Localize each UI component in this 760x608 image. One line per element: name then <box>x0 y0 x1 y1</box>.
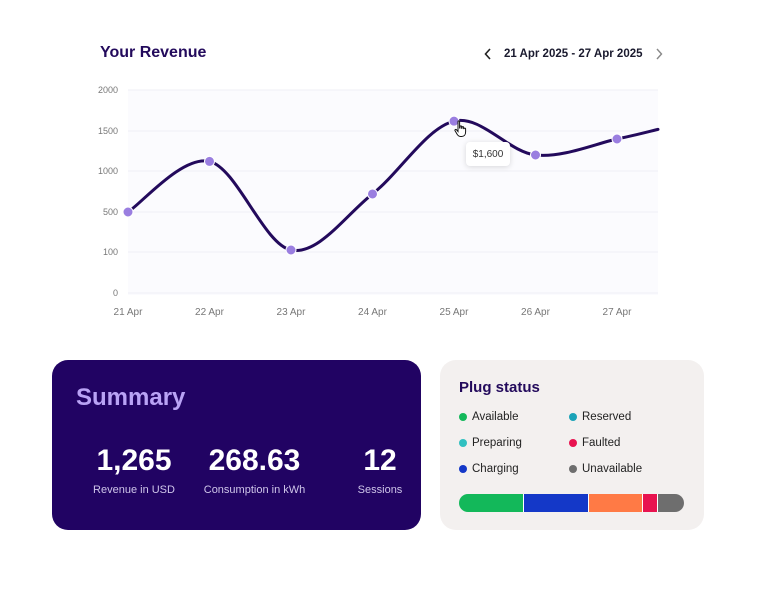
y-tick-label: 100 <box>103 247 118 257</box>
stat-value: 1,265 <box>96 444 172 477</box>
chart-tooltip: $1,600 <box>466 142 510 166</box>
plug-status-bar <box>459 494 684 512</box>
stat-value: 12 <box>363 444 397 477</box>
status-bar-segment <box>523 494 589 512</box>
stat-label: Sessions <box>357 484 403 496</box>
x-tick-label: 26 Apr <box>521 307 551 318</box>
stat-consumption: 268.63 Consumption in kWh <box>197 444 312 496</box>
status-bar-segment <box>588 494 643 512</box>
data-point <box>204 155 215 167</box>
legend-label: Preparing <box>472 437 522 449</box>
y-tick-label: 0 <box>113 288 118 298</box>
plug-status-title: Plug status <box>459 379 540 396</box>
x-tick-label: 23 Apr <box>277 307 307 318</box>
data-point <box>530 149 541 161</box>
x-tick-label: 21 Apr <box>114 307 144 318</box>
legend-reserved: Reserved <box>569 411 631 423</box>
plot-area <box>128 90 658 295</box>
pointer-cursor-icon <box>454 120 468 143</box>
stat-revenue: 1,265 Revenue in USD <box>74 444 194 496</box>
legend-dot <box>459 465 467 473</box>
revenue-title: Your Revenue <box>100 44 207 61</box>
legend-preparing: Preparing <box>459 437 522 449</box>
legend-label: Faulted <box>582 437 621 449</box>
x-tick-label: 25 Apr <box>440 307 470 318</box>
legend-unavailable: Unavailable <box>569 463 642 475</box>
stat-label: Revenue in USD <box>93 484 175 496</box>
summary-title: Summary <box>76 384 186 411</box>
legend-available: Available <box>459 411 518 423</box>
legend-dot <box>459 413 467 421</box>
summary-card: Summary 1,265 Revenue in USD 268.63 Cons… <box>52 360 421 530</box>
y-tick-label: 1500 <box>98 126 118 136</box>
status-bar-segment <box>656 494 684 512</box>
date-range-label: 21 Apr 2025 - 27 Apr 2025 <box>504 48 643 60</box>
chevron-right-icon[interactable] <box>651 44 667 64</box>
data-point <box>122 206 134 218</box>
x-tick-label: 24 Apr <box>358 307 388 318</box>
y-tick-label: 2000 <box>98 85 118 95</box>
legend-charging: Charging <box>459 463 519 475</box>
stat-label: Consumption in kWh <box>203 484 306 496</box>
x-tick-label: 22 Apr <box>195 307 225 318</box>
chevron-left-icon[interactable] <box>480 44 496 64</box>
legend-dot <box>569 439 577 447</box>
plug-status-card: Plug status Available Reserved Preparing… <box>440 360 704 530</box>
y-tick-label: 1000 <box>98 166 118 176</box>
stat-value: 268.63 <box>208 444 301 477</box>
legend-label: Reserved <box>582 411 632 423</box>
legend-dot <box>569 413 577 421</box>
data-point <box>611 133 623 145</box>
legend-label: Available <box>472 411 519 423</box>
legend-faulted: Faulted <box>569 437 620 449</box>
data-point <box>367 188 378 200</box>
data-point <box>285 244 297 256</box>
status-bar-segment <box>642 494 657 512</box>
stat-sessions: 12 Sessions <box>352 444 408 496</box>
date-range-nav: 21 Apr 2025 - 27 Apr 2025 <box>480 44 667 64</box>
legend-dot <box>569 465 577 473</box>
legend-dot <box>459 439 467 447</box>
y-tick-label: 500 <box>103 207 118 217</box>
legend-label: Charging <box>472 463 519 475</box>
legend-label: Unavailable <box>582 463 643 475</box>
x-tick-label: 27 Apr <box>603 307 633 318</box>
revenue-line-chart: 0 100 500 1000 1500 2000 21 Apr 22 Apr 23 Apr 24 … <box>98 85 660 318</box>
status-bar-segment <box>459 494 524 512</box>
